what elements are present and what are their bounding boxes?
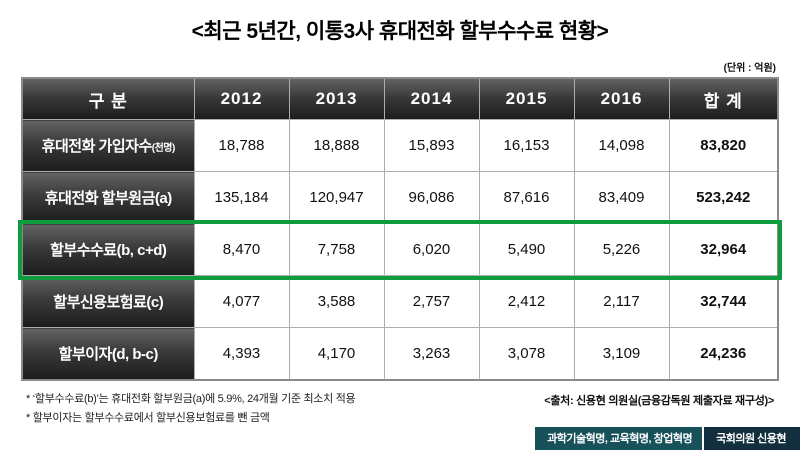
cell-value: 96,086 xyxy=(383,171,480,224)
unit-label: (단위 : 억원) xyxy=(723,63,776,74)
footnote-1: * ‘할부수수료(b)’는 휴대전화 할부원금(a)에 5.9%, 24개월 기… xyxy=(26,393,356,405)
cell-total: 83,820 xyxy=(668,119,779,172)
col-header-2014: 2014 xyxy=(383,77,480,120)
page-title: <최근 5년간, 이통3사 휴대전화 할부수수료 현황> xyxy=(191,20,609,43)
table-row-subscribers: 휴대전화 가입자수(천명) 18,788 18,888 15,893 16,15… xyxy=(21,119,779,172)
footnotes: * ‘할부수수료(b)’는 휴대전화 할부원금(a)에 5.9%, 24개월 기… xyxy=(26,390,356,427)
row-label-installment-interest: 할부이자(d, b-c) xyxy=(21,327,195,381)
cell-value: 3,263 xyxy=(383,327,480,381)
cell-value: 87,616 xyxy=(478,171,575,224)
cell-value: 120,947 xyxy=(288,171,385,224)
cell-value: 2,412 xyxy=(478,275,575,328)
col-header-2013: 2013 xyxy=(288,77,385,120)
cell-value: 15,893 xyxy=(383,119,480,172)
footnote-2: * 할부이자는 할부수수료에서 할부신용보험료를 뺀 금액 xyxy=(26,411,270,424)
cell-total: 32,744 xyxy=(668,275,779,328)
cell-value: 3,078 xyxy=(478,327,575,381)
col-header-category: 구 분 xyxy=(21,77,195,120)
footer-member-name: 국회의원 신용현 xyxy=(702,427,800,450)
row-label-text: 휴대전화 가입자수 xyxy=(41,138,153,155)
footer-bar: 과학기술혁명, 교육혁명, 창업혁명 국회의원 신용현 xyxy=(535,427,800,450)
row-label-subscribers: 휴대전화 가입자수(천명) xyxy=(21,119,195,172)
cell-value: 6,020 xyxy=(383,223,480,276)
table-row-installment-interest: 할부이자(d, b-c) 4,393 4,170 3,263 3,078 3,1… xyxy=(21,327,779,381)
cell-value: 4,393 xyxy=(193,327,290,381)
cell-value: 8,470 xyxy=(193,223,290,276)
cell-value: 18,788 xyxy=(193,119,290,172)
source-note: <출처: 신용현 의원실(금융감독원 제출자료 재구성)> xyxy=(544,395,774,407)
row-label-text: 할부이자(d, b-c) xyxy=(58,346,159,363)
col-header-2015: 2015 xyxy=(478,77,575,120)
col-header-2012: 2012 xyxy=(193,77,290,120)
cell-value: 2,117 xyxy=(573,275,670,328)
cell-value: 3,588 xyxy=(288,275,385,328)
cell-total: 32,964 xyxy=(668,223,779,276)
cell-value: 3,109 xyxy=(573,327,670,381)
table-row-credit-insurance: 할부신용보험료(c) 4,077 3,588 2,757 2,412 2,117… xyxy=(21,275,779,328)
footer-slogan: 과학기술혁명, 교육혁명, 창업혁명 xyxy=(535,427,703,450)
col-header-2016: 2016 xyxy=(573,77,670,120)
cell-value: 5,490 xyxy=(478,223,575,276)
cell-value: 4,170 xyxy=(288,327,385,381)
table-row-principal: 휴대전화 할부원금(a) 135,184 120,947 96,086 87,6… xyxy=(21,171,779,224)
row-label-small: (천명) xyxy=(151,143,176,154)
cell-value: 14,098 xyxy=(573,119,670,172)
row-label-principal: 휴대전화 할부원금(a) xyxy=(21,171,195,224)
row-label-credit-insurance: 할부신용보험료(c) xyxy=(21,275,195,328)
fee-table: 구 분 2012 2013 2014 2015 2016 합 계 휴대전화 가입… xyxy=(18,77,782,381)
row-label-text: 휴대전화 할부원금(a) xyxy=(44,190,172,207)
notes-area: * ‘할부수수료(b)’는 휴대전화 할부원금(a)에 5.9%, 24개월 기… xyxy=(26,390,774,427)
table-row-installment-fee-highlighted: 할부수수료(b, c+d) 8,470 7,758 6,020 5,490 5,… xyxy=(18,219,782,280)
col-header-total: 합 계 xyxy=(668,77,779,120)
cell-total: 523,242 xyxy=(668,171,779,224)
row-label-installment-fee: 할부수수료(b, c+d) xyxy=(21,223,195,276)
cell-value: 4,077 xyxy=(193,275,290,328)
cell-total: 24,236 xyxy=(668,327,779,381)
cell-value: 18,888 xyxy=(288,119,385,172)
cell-value: 5,226 xyxy=(573,223,670,276)
cell-value: 16,153 xyxy=(478,119,575,172)
row-label-text: 할부수수료(b, c+d) xyxy=(50,242,167,259)
cell-value: 2,757 xyxy=(383,275,480,328)
row-label-text: 할부신용보험료(c) xyxy=(53,294,164,311)
cell-value: 7,758 xyxy=(288,223,385,276)
cell-value: 83,409 xyxy=(573,171,670,224)
cell-value: 135,184 xyxy=(193,171,290,224)
table-header-row: 구 분 2012 2013 2014 2015 2016 합 계 xyxy=(21,77,779,120)
